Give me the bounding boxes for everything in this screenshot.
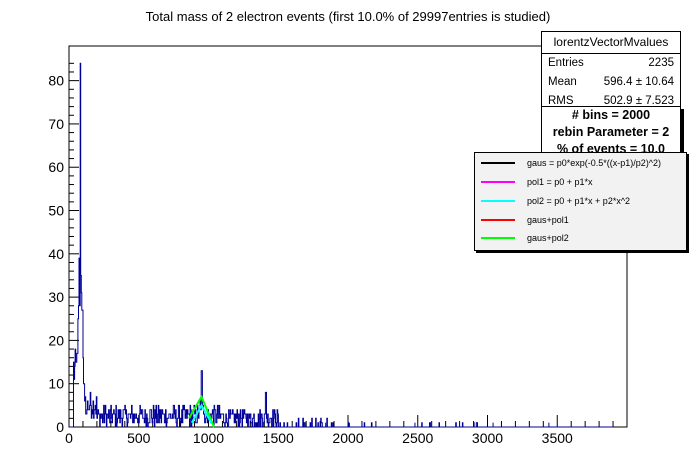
y-tick-label: 80: [48, 73, 64, 89]
legend-label-gaus-pol2: gaus+pol2: [527, 233, 569, 243]
legend-entry-gaus-pol1: gaus+pol1: [481, 215, 569, 225]
bins-text: # bins = 2000: [571, 108, 651, 122]
x-tick-label: 0: [65, 430, 73, 446]
histogram-line: [69, 62, 613, 428]
stats-box: lorentzVectorMvalues Entries 2235 Mean 5…: [541, 31, 681, 112]
fit-curves: [188, 394, 216, 428]
x-tick-label: 2000: [332, 430, 363, 446]
rms-label: RMS: [548, 95, 574, 107]
legend-line-gaus-pol2: [481, 237, 515, 239]
rms-value: 502.9 ± 7.523: [603, 95, 674, 107]
x-tick-label: 1000: [193, 430, 224, 446]
stats-rms-row: RMS 502.9 ± 7.523: [542, 92, 680, 111]
y-tick-label: 0: [56, 419, 64, 435]
entries-value: 2235: [648, 57, 674, 69]
mean-value: 596.4 ± 10.64: [603, 76, 674, 88]
y-tick-label: 60: [48, 159, 64, 175]
x-tick-label: 2500: [402, 430, 433, 446]
histogram-bars: [69, 62, 613, 428]
mean-label: Mean: [548, 76, 577, 88]
x-tick-label: 3500: [542, 430, 573, 446]
chart-title: Total mass of 2 electron events (first 1…: [146, 9, 551, 24]
legend-entry-gaus-pol2: gaus+pol2: [481, 233, 569, 243]
y-tick-label: 10: [48, 376, 64, 392]
fit-legend: gaus = p0*exp(-0.5*((x-p1)/p2)^2) pol1 =…: [474, 152, 687, 251]
legend-label-gaus: gaus = p0*exp(-0.5*((x-p1)/p2)^2): [527, 158, 662, 168]
rebin-text: rebin Parameter = 2: [552, 125, 670, 139]
fit-curve: [188, 394, 216, 428]
stats-mean-row: Mean 596.4 ± 10.64: [542, 73, 680, 92]
y-tick-label: 40: [48, 246, 64, 262]
y-tick-label: 20: [48, 332, 64, 348]
legend-line-pol2: [481, 200, 515, 202]
x-tick-label: 3000: [472, 430, 503, 446]
legend-line-gaus: [481, 162, 515, 164]
entries-label: Entries: [548, 57, 584, 69]
stats-title: lorentzVectorMvalues: [542, 32, 680, 54]
legend-line-gaus-pol1: [481, 219, 515, 221]
fit-curve: [190, 403, 213, 424]
legend-label-gaus-pol1: gaus+pol1: [527, 215, 569, 225]
legend-line-pol1: [481, 181, 515, 183]
stats-entries-row: Entries 2235: [542, 54, 680, 73]
axis-ticks: 0 10 20 30 40 50 60 70 80 0 500 1000 1500 2000 2500 300…: [48, 62, 614, 446]
legend-entry-pol1: pol1 = p0 + p1*x: [481, 177, 593, 187]
x-tick-label: 500: [127, 430, 151, 446]
info-box: # bins = 2000 rebin Parameter = 2 % of e…: [541, 106, 681, 159]
legend-entry-gaus: gaus = p0*exp(-0.5*((x-p1)/p2)^2): [481, 158, 661, 168]
y-tick-label: 70: [48, 116, 64, 132]
legend-label-pol2: pol2 = p0 + p1*x + p2*x^2: [527, 196, 631, 206]
legend-label-pol1: pol1 = p0 + p1*x: [527, 177, 593, 187]
x-tick-label: 1500: [263, 430, 294, 446]
y-tick-label: 30: [48, 289, 64, 305]
legend-entry-pol2: pol2 = p0 + p1*x + p2*x^2: [481, 196, 630, 206]
y-tick-label: 50: [48, 203, 64, 219]
